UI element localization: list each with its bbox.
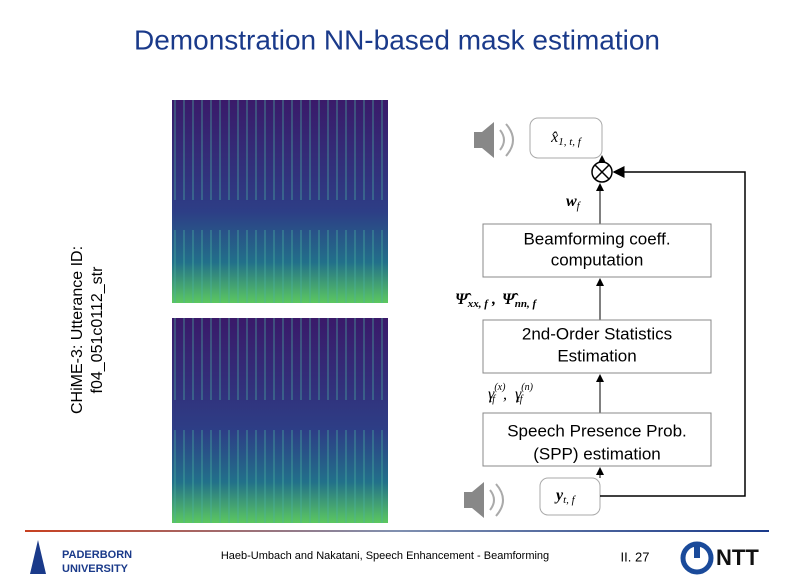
company-logo-mark [694,546,700,558]
page-number: II. 27 [621,549,650,564]
block-text: computation [551,250,644,269]
speaker-icon [464,482,504,518]
footer-rule [25,530,769,532]
feedback-line [600,166,746,497]
spectrogram-texture [172,100,388,303]
block-text: Beamforming coeff. [523,229,670,248]
output-box [529,117,603,159]
multiplier-cross [594,164,610,180]
block [482,319,712,374]
x-hat-label: x̂1, t, f [550,129,583,148]
w-label: wf [566,193,582,212]
spectrogram-texture [172,318,388,523]
block-text: (SPP) estimation [533,444,661,463]
side-label-line: CHiME-3: Utterance ID: [69,246,86,414]
gamma-label: γ(x) tf, γ(n) tf [488,382,534,405]
block-text: Speech Presence Prob. [507,421,687,440]
side-label-line: f04_051c0112_str [89,266,106,394]
university-logo [30,540,46,574]
university-name: UNIVERSITY [62,563,129,575]
title: Demonstration NN-based mask estimation [134,24,660,55]
block-text: 2nd-Order Statistics [522,324,672,343]
block [482,223,712,278]
university-name: PADERBORN [62,549,132,561]
company-logo [680,541,714,575]
spectrograms [172,100,388,523]
company-name: NTT [716,545,759,570]
block-text: Estimation [557,346,636,365]
psi-label: Ψ̂xx, f, Ψ̂nn, f [455,291,538,310]
y-label: yt, f [554,487,577,506]
block [482,412,712,467]
side-label: CHiME-3: Utterance ID: f04_051c0112_str [69,246,106,414]
citation: Haeb-Umbach and Nakatani, Speech Enhance… [221,550,549,562]
speaker-icon [474,122,514,158]
